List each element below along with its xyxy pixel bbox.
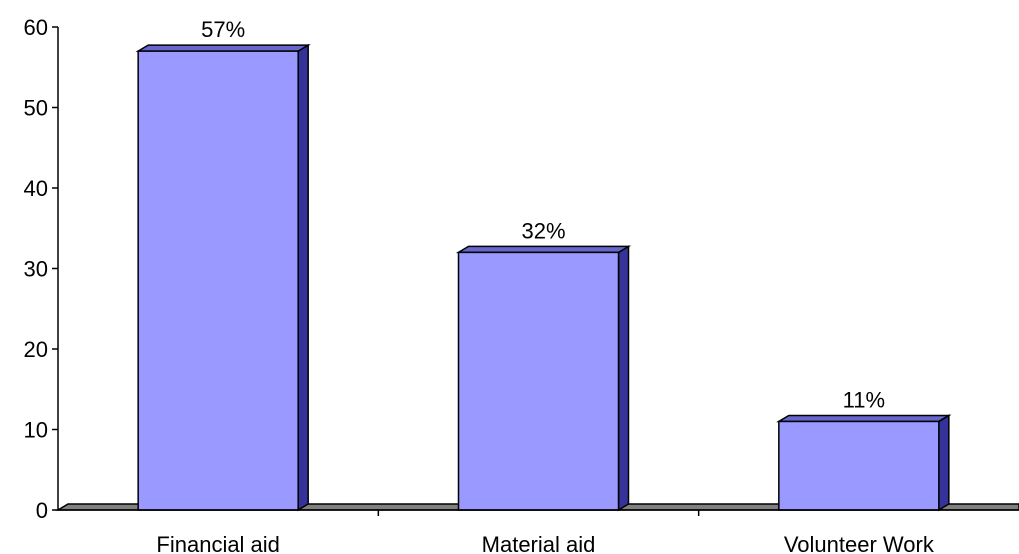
y-tick-label: 20 <box>24 337 48 362</box>
x-category-label: Material aid <box>482 532 596 554</box>
y-tick-label: 60 <box>24 15 48 40</box>
bar-side <box>297 43 309 512</box>
bar-top <box>135 44 311 52</box>
data-label: 11% <box>843 387 885 412</box>
y-tick-label: 40 <box>24 176 48 201</box>
x-category-label: Volunteer Work <box>784 532 935 554</box>
x-axis: Financial aid Material aid Volunteer Work <box>58 509 1019 554</box>
y-tick-label: 0 <box>36 498 48 523</box>
x-category-label: Financial aid <box>156 532 280 554</box>
data-label: 57% <box>201 17 245 42</box>
bar <box>455 245 632 512</box>
bars <box>135 43 952 512</box>
bar-side <box>938 414 950 512</box>
bar <box>776 414 952 512</box>
bar-top <box>776 414 952 423</box>
bar-front <box>137 50 299 511</box>
bar-top <box>455 245 632 254</box>
bar <box>135 43 311 512</box>
bar-front <box>778 420 940 511</box>
y-tick-label: 30 <box>24 257 48 282</box>
y-tick-label: 10 <box>24 418 48 443</box>
y-tick-label: 50 <box>24 96 48 121</box>
data-label: 32% <box>521 218 565 243</box>
data-labels: 57% 32% 11% <box>201 17 885 412</box>
bar-side <box>617 245 630 512</box>
y-axis: 0 10 20 30 40 50 60 <box>24 15 59 523</box>
bar-front <box>457 251 620 511</box>
